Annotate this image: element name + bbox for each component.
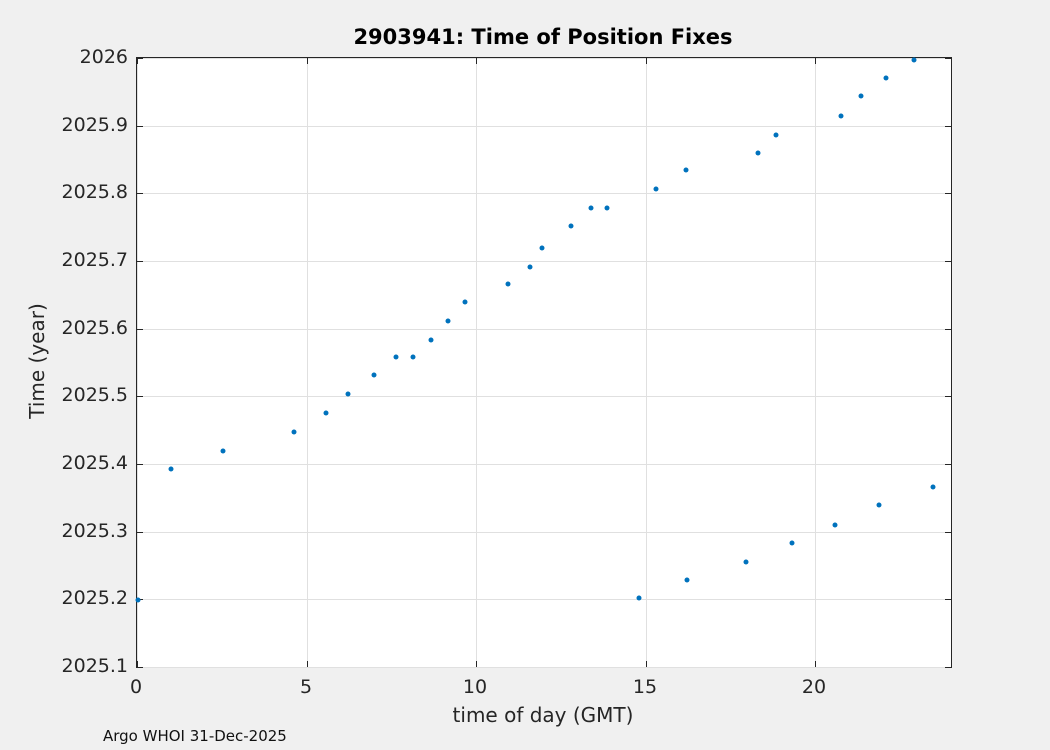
y-tick-mark-left	[137, 261, 143, 262]
plot-area	[135, 57, 952, 668]
data-point	[410, 354, 416, 360]
data-point	[588, 205, 594, 211]
y-tick-label: 2025.9	[61, 114, 128, 136]
y-tick-mark-right	[945, 193, 951, 194]
grid-line-horizontal	[137, 396, 951, 397]
grid-line-horizontal	[137, 532, 951, 533]
data-point	[539, 245, 545, 251]
y-tick-label: 2025.1	[61, 655, 128, 677]
data-point	[773, 132, 779, 138]
data-point	[838, 113, 844, 119]
data-point	[876, 502, 882, 508]
data-point	[568, 223, 574, 229]
data-point	[883, 75, 889, 81]
x-tick-label: 15	[632, 676, 658, 698]
y-tick-mark-left	[137, 193, 143, 194]
y-tick-mark-left	[137, 126, 143, 127]
grid-line-vertical	[815, 58, 816, 667]
y-tick-mark-left	[137, 464, 143, 465]
data-point	[832, 522, 838, 528]
data-point	[636, 595, 642, 601]
y-tick-mark-left	[137, 396, 143, 397]
grid-line-horizontal	[137, 667, 951, 668]
grid-line-horizontal	[137, 193, 951, 194]
data-point	[527, 264, 533, 270]
chart-title: 2903941: Time of Position Fixes	[353, 25, 733, 49]
data-point	[743, 559, 749, 565]
y-tick-mark-right	[945, 58, 951, 59]
data-point	[345, 391, 351, 397]
y-tick-mark-right	[945, 126, 951, 127]
data-point	[684, 577, 690, 583]
x-tick-mark-top	[815, 58, 816, 64]
x-tick-mark-top	[646, 58, 647, 64]
grid-line-vertical	[646, 58, 647, 667]
x-tick-mark-bottom	[646, 661, 647, 667]
data-point	[683, 167, 689, 173]
grid-line-horizontal	[137, 329, 951, 330]
x-tick-label: 5	[299, 676, 313, 698]
data-point	[393, 354, 399, 360]
grid-line-vertical	[137, 58, 138, 667]
y-tick-mark-right	[945, 329, 951, 330]
data-point	[445, 318, 451, 324]
x-tick-label: 0	[129, 676, 143, 698]
grid-line-horizontal	[137, 58, 951, 59]
data-point	[911, 57, 917, 63]
data-point	[428, 337, 434, 343]
y-tick-mark-right	[945, 599, 951, 600]
y-tick-label: 2025.5	[61, 384, 128, 406]
data-point	[789, 540, 795, 546]
data-point	[291, 429, 297, 435]
footer-note: Argo WHOI 31-Dec-2025	[103, 727, 287, 745]
data-point	[505, 281, 511, 287]
data-point	[371, 372, 377, 378]
y-tick-mark-right	[945, 532, 951, 533]
grid-line-vertical	[307, 58, 308, 667]
y-tick-mark-left	[137, 58, 143, 59]
x-tick-mark-bottom	[815, 661, 816, 667]
x-axis-label: time of day (GMT)	[452, 703, 634, 727]
x-tick-mark-top	[307, 58, 308, 64]
x-tick-mark-bottom	[137, 661, 138, 667]
y-tick-label: 2025.2	[61, 587, 128, 609]
x-tick-mark-bottom	[476, 661, 477, 667]
data-point	[135, 597, 141, 603]
grid-line-horizontal	[137, 464, 951, 465]
y-tick-label: 2025.4	[61, 452, 128, 474]
grid-line-vertical	[476, 58, 477, 667]
grid-line-horizontal	[137, 126, 951, 127]
y-tick-mark-right	[945, 464, 951, 465]
y-tick-mark-right	[945, 396, 951, 397]
y-tick-label: 2026	[79, 46, 128, 68]
y-tick-mark-right	[945, 667, 951, 668]
x-tick-label: 10	[462, 676, 488, 698]
data-point	[168, 466, 174, 472]
y-tick-label: 2025.6	[61, 317, 128, 339]
data-point	[653, 186, 659, 192]
data-point	[220, 448, 226, 454]
grid-line-horizontal	[137, 261, 951, 262]
grid-line-horizontal	[137, 599, 951, 600]
y-tick-label: 2025.8	[61, 181, 128, 203]
data-point	[462, 299, 468, 305]
y-tick-mark-right	[945, 261, 951, 262]
y-tick-mark-left	[137, 532, 143, 533]
x-tick-mark-bottom	[307, 661, 308, 667]
data-point	[858, 93, 864, 99]
y-tick-label: 2025.7	[61, 249, 128, 271]
data-point	[604, 205, 610, 211]
x-tick-mark-top	[476, 58, 477, 64]
y-axis-label: Time (year)	[25, 303, 49, 419]
x-tick-mark-top	[137, 58, 138, 64]
data-point	[755, 150, 761, 156]
data-point	[323, 410, 329, 416]
y-tick-mark-left	[137, 667, 143, 668]
y-tick-mark-left	[137, 329, 143, 330]
data-point	[930, 484, 936, 490]
y-tick-label: 2025.3	[61, 520, 128, 542]
x-tick-label: 20	[801, 676, 827, 698]
